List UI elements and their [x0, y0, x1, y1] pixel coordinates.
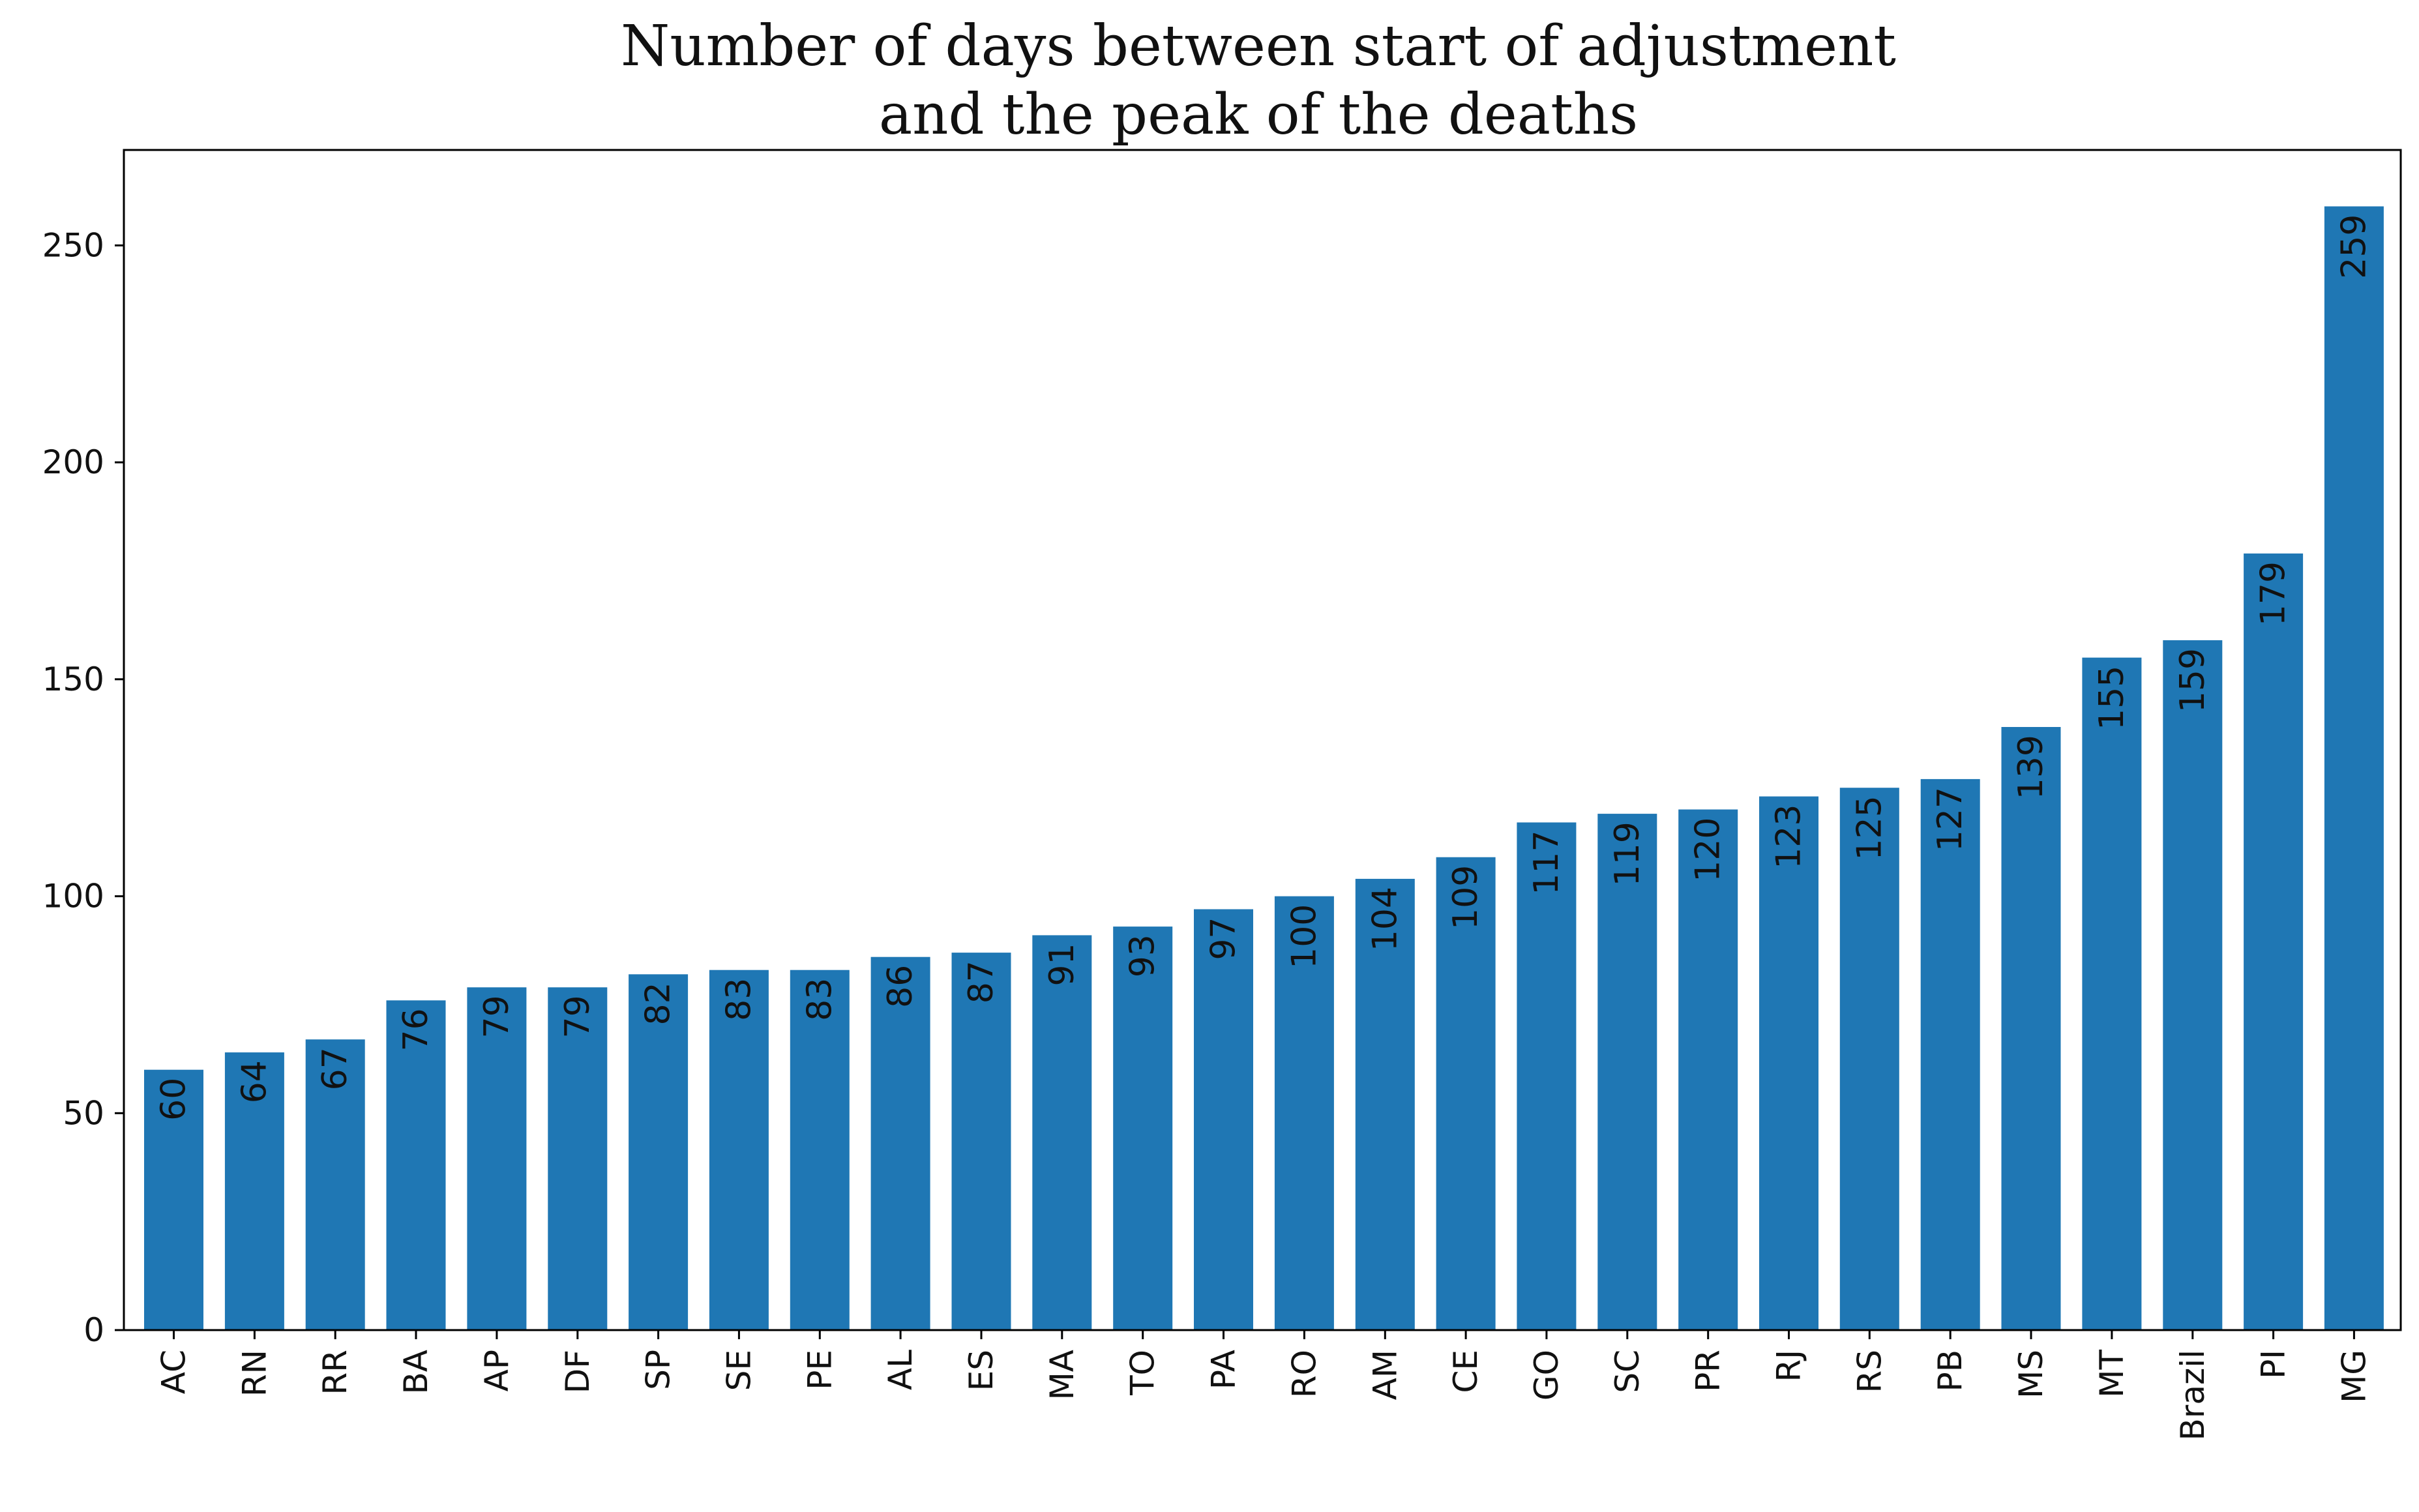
- bar-PR: [1678, 809, 1738, 1330]
- bar-Brazil: [2163, 640, 2223, 1330]
- x-tick-label: PA: [1205, 1350, 1243, 1389]
- y-tick-label: 50: [63, 1094, 104, 1132]
- bar-value-label: 79: [558, 995, 597, 1038]
- bar-RO: [1274, 896, 1334, 1330]
- x-tick-label: RO: [1285, 1350, 1323, 1398]
- x-tick-label: DF: [559, 1350, 597, 1393]
- x-tick-label: PI: [2255, 1350, 2293, 1379]
- bar-value-label: 159: [2173, 648, 2212, 713]
- bar-value-label: 125: [1850, 795, 1889, 860]
- bar-ES: [951, 953, 1011, 1330]
- x-tick-label: PR: [1689, 1350, 1727, 1392]
- x-tick-label: RN: [235, 1350, 273, 1397]
- bar-MT: [2082, 657, 2142, 1330]
- bar-AL: [870, 956, 930, 1330]
- y-tick-label: 0: [83, 1311, 104, 1349]
- bar-value-label: 60: [155, 1078, 194, 1121]
- x-tick-label: MG: [2335, 1350, 2373, 1403]
- bar-value-label: 100: [1284, 904, 1324, 969]
- chart-title-line-2: and the peak of the deaths: [879, 82, 1638, 147]
- x-tick-label: MT: [2093, 1350, 2131, 1398]
- bar-value-label: 119: [1608, 822, 1647, 886]
- x-tick-label: PE: [801, 1350, 838, 1390]
- x-tick-label: AL: [882, 1350, 919, 1390]
- bar-value-label: 87: [962, 960, 1001, 1003]
- bar-value-label: 109: [1446, 865, 1485, 930]
- bar-RN: [224, 1052, 284, 1330]
- bars-layer: [144, 206, 2384, 1330]
- bar-value-label: 79: [477, 995, 516, 1038]
- bar-PB: [1920, 778, 1980, 1330]
- x-tick-label: RS: [1850, 1350, 1888, 1393]
- bar-value-labels: 60 64 67 76 79 79 82 83 83 86 87 91 93 97 100 104 109 117…: [155, 215, 2374, 1121]
- bar-DF: [548, 987, 608, 1330]
- bar-value-label: 83: [719, 978, 758, 1021]
- bar-value-label: 83: [800, 978, 839, 1021]
- bar-value-label: 97: [1204, 917, 1243, 960]
- bar-value-label: 127: [1931, 787, 1970, 852]
- x-tick-label: SC: [1609, 1350, 1646, 1393]
- bar-RJ: [1759, 796, 1818, 1330]
- bar-value-label: 155: [2092, 666, 2131, 730]
- bar-value-label: 91: [1043, 943, 1082, 986]
- bar-value-label: 64: [235, 1060, 274, 1103]
- x-tick-label: PB: [1931, 1350, 1969, 1391]
- x-tick-label: Brazil: [2174, 1350, 2212, 1441]
- bar-AC: [144, 1069, 203, 1330]
- x-tick-label: RR: [316, 1350, 354, 1395]
- x-tick-label: MS: [2012, 1350, 2050, 1399]
- x-tick-label: SE: [720, 1350, 758, 1391]
- bar-BA: [386, 1000, 446, 1330]
- bar-value-label: 86: [881, 965, 920, 1008]
- x-tick-label: MA: [1043, 1350, 1081, 1400]
- bar-PE: [790, 970, 850, 1330]
- bar-SC: [1597, 814, 1657, 1330]
- bar-value-label: 93: [1123, 934, 1163, 977]
- y-tick-label: 100: [42, 878, 104, 915]
- bar-CE: [1436, 857, 1496, 1330]
- chart-title-line-1: Number of days between start of adjustme…: [621, 14, 1896, 79]
- bar-MS: [2001, 727, 2061, 1330]
- bar-value-label: 117: [1527, 830, 1566, 895]
- y-axis: 0 50 100 150 200 250: [42, 226, 124, 1349]
- x-tick-label: SP: [640, 1350, 677, 1390]
- bar-value-label: 123: [1770, 805, 1809, 869]
- x-tick-label: BA: [397, 1350, 435, 1395]
- y-tick-label: 250: [42, 226, 104, 264]
- x-tick-label: RJ: [1770, 1350, 1808, 1382]
- x-tick-label: GO: [1528, 1350, 1566, 1401]
- y-tick-label: 150: [42, 660, 104, 698]
- bar-value-label: 139: [2011, 735, 2051, 799]
- y-tick-label: 200: [42, 443, 104, 481]
- x-tick-label: CE: [1447, 1350, 1485, 1393]
- bar-RR: [305, 1039, 365, 1330]
- x-tick-label: ES: [962, 1350, 1000, 1391]
- bar-value-label: 120: [1689, 818, 1728, 882]
- bar-PA: [1194, 909, 1253, 1330]
- bar-MG: [2324, 206, 2384, 1330]
- bar-TO: [1113, 926, 1173, 1330]
- x-tick-label: AP: [478, 1350, 516, 1391]
- bar-GO: [1517, 822, 1577, 1330]
- x-tick-label: TO: [1124, 1350, 1162, 1396]
- bar-SE: [709, 970, 769, 1330]
- bar-value-label: 67: [316, 1047, 355, 1090]
- bar-MA: [1032, 935, 1092, 1330]
- bar-RS: [1839, 788, 1899, 1330]
- x-axis: AC RN RR BA AP DF SP SE PE AL ES MA TO PA RO AM CE GO SC PR…: [155, 1330, 2373, 1441]
- bar-value-label: 259: [2334, 215, 2373, 279]
- plot-frame: [123, 149, 2402, 1331]
- bar-value-label: 179: [2254, 561, 2293, 626]
- x-tick-label: AC: [155, 1350, 193, 1394]
- bar-value-label: 76: [396, 1008, 436, 1051]
- bar-PI: [2244, 553, 2304, 1330]
- bar-SP: [629, 974, 689, 1330]
- bar-AM: [1355, 878, 1415, 1330]
- bar-AP: [467, 987, 527, 1330]
- x-tick-label: AM: [1366, 1350, 1404, 1400]
- bar-value-label: 82: [639, 982, 678, 1025]
- bar-value-label: 104: [1365, 887, 1404, 951]
